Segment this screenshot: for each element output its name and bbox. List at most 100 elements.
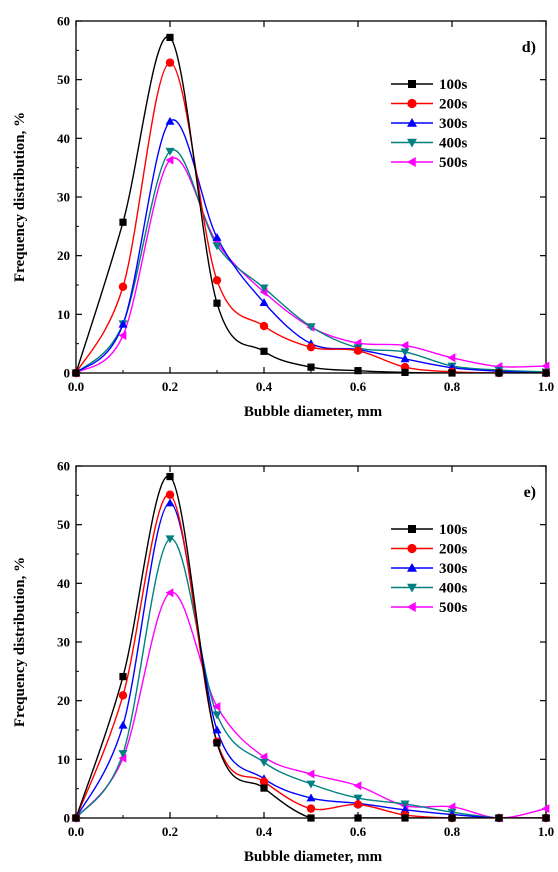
panel-label: d) bbox=[522, 39, 536, 56]
data-point-400s bbox=[259, 758, 269, 767]
data-point-100s bbox=[542, 814, 550, 822]
legend-marker-100s bbox=[408, 80, 416, 88]
y-tick-label: 30 bbox=[57, 190, 70, 205]
data-point-500s bbox=[541, 361, 550, 371]
data-point-100s bbox=[119, 673, 127, 681]
legend-label-400s: 400s bbox=[439, 581, 468, 597]
data-point-400s bbox=[259, 284, 269, 293]
data-point-200s bbox=[306, 342, 316, 352]
y-tick-label: 60 bbox=[57, 459, 70, 474]
data-point-500s bbox=[306, 769, 315, 779]
data-point-100s bbox=[448, 814, 456, 822]
legend: 100s 200s 300s 400s 500s bbox=[391, 522, 468, 616]
data-point-100s bbox=[495, 814, 503, 822]
data-point-400s bbox=[118, 750, 128, 758]
legend-label-500s: 500s bbox=[439, 155, 468, 171]
data-point-300s bbox=[165, 116, 175, 125]
y-tick-label: 0 bbox=[64, 366, 71, 381]
data-point-500s bbox=[400, 340, 409, 350]
legend-marker-400s bbox=[407, 583, 417, 593]
data-point-100s bbox=[354, 367, 362, 375]
x-tick-label: 0.6 bbox=[350, 824, 367, 839]
data-point-100s bbox=[166, 472, 174, 481]
data-point-100s bbox=[542, 369, 550, 377]
x-tick-label: 1.0 bbox=[538, 379, 554, 394]
data-point-300s bbox=[118, 319, 128, 328]
legend-marker-300s bbox=[407, 118, 417, 127]
y-tick-label: 40 bbox=[57, 576, 70, 591]
data-point-100s bbox=[72, 814, 80, 822]
legend-label-300s: 300s bbox=[439, 116, 468, 132]
x-tick-label: 0.8 bbox=[444, 824, 461, 839]
data-point-100s bbox=[213, 299, 221, 307]
y-axis-label: Frequency distribution, % bbox=[12, 557, 28, 727]
data-point-100s bbox=[448, 369, 456, 377]
data-point-400s bbox=[212, 242, 222, 251]
data-point-500s bbox=[118, 330, 127, 340]
data-point-100s bbox=[401, 814, 409, 822]
series-group bbox=[76, 36, 546, 373]
legend-label-200s: 200s bbox=[439, 97, 468, 113]
legend-label-200s: 200s bbox=[439, 542, 468, 558]
data-point-300s bbox=[212, 232, 222, 241]
data-point-300s bbox=[212, 725, 222, 734]
data-point-200s bbox=[306, 804, 316, 813]
legend-label-300s: 300s bbox=[439, 561, 468, 577]
y-tick-label: 50 bbox=[57, 72, 70, 87]
data-point-100s bbox=[119, 218, 127, 226]
data-point-400s bbox=[165, 535, 175, 544]
markers-group bbox=[71, 472, 551, 823]
data-point-500s bbox=[541, 804, 550, 814]
data-point-400s bbox=[306, 780, 316, 789]
markers-group bbox=[71, 33, 551, 378]
data-point-200s bbox=[165, 490, 175, 499]
data-point-100s bbox=[260, 784, 268, 792]
data-point-500s bbox=[447, 353, 456, 363]
data-point-100s bbox=[72, 369, 80, 377]
data-point-300s bbox=[400, 805, 410, 814]
series-line-100s bbox=[76, 36, 546, 373]
y-tick-label: 40 bbox=[57, 131, 70, 146]
legend-marker-500s bbox=[407, 602, 416, 612]
x-tick-label: 0.2 bbox=[162, 824, 178, 839]
data-point-500s bbox=[212, 702, 221, 712]
x-tick-label: 0.0 bbox=[68, 379, 84, 394]
data-point-200s bbox=[118, 691, 128, 700]
data-point-100s bbox=[166, 33, 174, 42]
x-tick-label: 0.0 bbox=[68, 824, 84, 839]
data-point-300s bbox=[400, 354, 410, 363]
legend-marker-200s bbox=[407, 543, 417, 554]
data-point-400s bbox=[353, 794, 363, 803]
y-tick-label: 10 bbox=[57, 307, 70, 322]
data-point-200s bbox=[353, 800, 363, 809]
x-tick-label: 0.2 bbox=[162, 379, 178, 394]
data-point-400s bbox=[212, 711, 222, 720]
x-tick-label: 0.6 bbox=[350, 379, 367, 394]
y-tick-label: 60 bbox=[57, 14, 70, 29]
x-axis-label: Bubble diameter, mm bbox=[244, 404, 383, 420]
data-point-100s bbox=[354, 814, 362, 822]
data-point-100s bbox=[401, 368, 409, 377]
y-tick-label: 20 bbox=[57, 248, 70, 263]
data-point-300s bbox=[165, 498, 175, 507]
legend-marker-100s bbox=[408, 525, 416, 533]
plot-frame bbox=[75, 20, 547, 374]
x-axis-label: Bubble diameter, mm bbox=[244, 849, 383, 865]
y-tick-label: 10 bbox=[57, 752, 70, 767]
y-tick-label: 0 bbox=[64, 811, 71, 826]
x-tick-label: 0.4 bbox=[256, 824, 273, 839]
data-point-500s bbox=[118, 753, 127, 763]
panel-label: e) bbox=[524, 484, 536, 501]
data-point-300s bbox=[259, 298, 269, 306]
data-point-300s bbox=[306, 793, 316, 802]
y-tick-label: 30 bbox=[57, 635, 70, 650]
data-point-400s bbox=[400, 800, 410, 809]
data-point-100s bbox=[307, 363, 315, 371]
data-point-200s bbox=[212, 276, 222, 285]
legend-label-100s: 100s bbox=[439, 522, 468, 538]
y-tick-label: 50 bbox=[57, 517, 70, 532]
data-point-400s bbox=[306, 323, 316, 332]
legend-marker-400s bbox=[407, 138, 417, 148]
series-group bbox=[76, 475, 546, 818]
